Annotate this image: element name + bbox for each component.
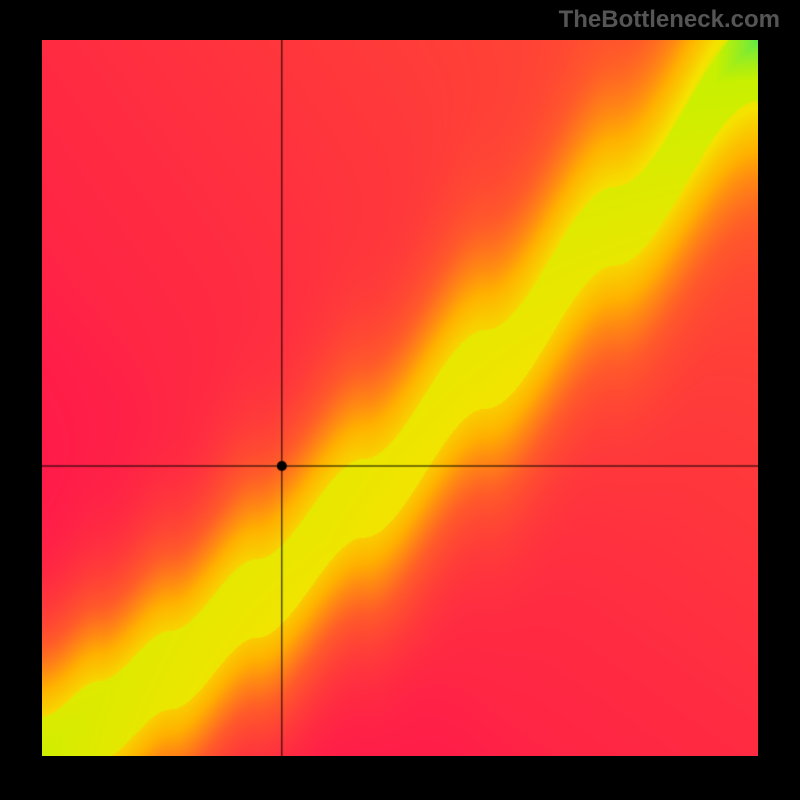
heatmap-canvas <box>42 40 758 756</box>
watermark-text: TheBottleneck.com <box>559 6 780 34</box>
chart-container: TheBottleneck.com <box>0 0 800 800</box>
heatmap-plot <box>42 40 758 756</box>
